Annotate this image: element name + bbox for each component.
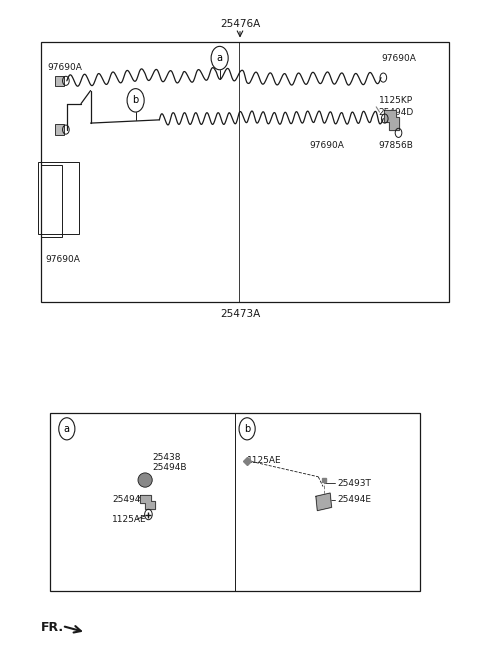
Circle shape: [59, 418, 75, 440]
Text: 1125AE: 1125AE: [112, 514, 146, 523]
Text: 1125KP: 1125KP: [379, 96, 413, 105]
Text: 1125AE: 1125AE: [247, 456, 282, 465]
Text: FR.: FR.: [41, 621, 64, 634]
Text: 97690A: 97690A: [46, 255, 80, 264]
Text: 25493T: 25493T: [337, 479, 371, 488]
Text: 25494D: 25494D: [379, 108, 414, 117]
Ellipse shape: [138, 473, 152, 487]
Bar: [55, 125, 63, 135]
Text: 97856B: 97856B: [379, 142, 413, 150]
Bar: [41, 165, 62, 237]
Circle shape: [239, 418, 255, 440]
Text: 25473A: 25473A: [220, 309, 260, 319]
Text: 97690A: 97690A: [381, 54, 416, 62]
Text: 25476A: 25476A: [220, 18, 260, 29]
Text: 97690A: 97690A: [48, 64, 83, 72]
Bar: [41, 42, 449, 302]
Text: b: b: [132, 95, 139, 106]
Text: 25494A: 25494A: [112, 495, 146, 504]
Text: b: b: [244, 424, 250, 434]
Bar: [55, 75, 63, 86]
Text: 25438: 25438: [152, 453, 181, 462]
Polygon shape: [384, 110, 398, 130]
Circle shape: [211, 47, 228, 70]
Bar: [50, 413, 420, 592]
Text: 25494B: 25494B: [152, 462, 187, 472]
Text: 97690A: 97690A: [310, 142, 345, 150]
Text: a: a: [64, 424, 70, 434]
Circle shape: [127, 89, 144, 112]
Text: 25494E: 25494E: [337, 495, 371, 504]
Polygon shape: [140, 495, 155, 509]
Polygon shape: [316, 493, 332, 510]
Bar: [38, 162, 79, 234]
Text: a: a: [216, 53, 223, 63]
